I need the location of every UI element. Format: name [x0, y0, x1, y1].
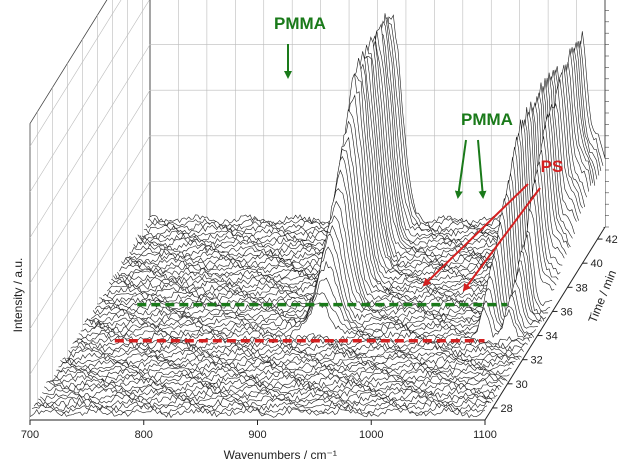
spectrum-line: [40, 391, 496, 402]
spectrum-line: [31, 404, 488, 415]
x-axis-label: Wavenumbers / cm⁻¹: [224, 448, 337, 462]
time-axis-line: [484, 226, 606, 421]
spectrum-line: [60, 358, 516, 370]
annotation-arrow: [462, 187, 541, 292]
grid-line: [29, 181, 151, 375]
spectrum-line: [88, 233, 545, 324]
x-tick-label: 900: [248, 429, 266, 441]
y-axis-label: Intensity / a.u.: [11, 258, 25, 333]
spectrum-line: [80, 288, 537, 337]
spectrum-line: [66, 348, 522, 359]
spectrum-line: [58, 361, 514, 372]
x-tick-label: 1000: [359, 429, 383, 441]
annotation-arrow: [454, 139, 467, 199]
grid-line: [29, 44, 151, 238]
spectrum-line: [76, 307, 532, 343]
spectrum-line: [82, 276, 538, 333]
time-tick-label: 34: [546, 331, 558, 343]
spectrum-line: [86, 246, 542, 327]
spectrum-line: [35, 397, 492, 409]
grid-line: [29, 90, 151, 284]
spectrum-line: [48, 377, 504, 389]
spectrum-line: [33, 400, 490, 412]
annotations-layer: PMMA PMMA PS: [274, 14, 564, 292]
time-tick-label: 32: [531, 355, 543, 367]
time-tick-label: 42: [606, 234, 618, 246]
spectrum-line: [46, 380, 502, 392]
spectrum-line: [64, 352, 520, 363]
spectrum-fill: [30, 407, 485, 420]
reference-lines: [114, 302, 507, 343]
spectrum-line: [72, 338, 528, 350]
x-tick-label: 800: [135, 429, 153, 441]
time-axis-label: Time / min: [585, 268, 619, 325]
x-tick-label: 1100: [473, 429, 497, 441]
x-tick-label: 700: [21, 429, 39, 441]
time-tick-label: 40: [591, 258, 603, 270]
spectrum-line: [52, 371, 508, 383]
grid-line: [29, 0, 150, 193]
spectrum-line: [62, 355, 518, 366]
time-tick-label: 30: [516, 379, 528, 391]
time-tick-label: 38: [576, 282, 588, 294]
annotation-label: PS: [541, 157, 564, 176]
spectrum-line: [50, 374, 506, 386]
annotation-label: PMMA: [461, 110, 513, 129]
time-tick-label: 36: [561, 306, 573, 318]
spectrum-line: [29, 407, 486, 419]
spectrum-line: [78, 300, 535, 339]
grid-line: [29, 0, 122, 147]
annotation-label: PMMA: [274, 14, 326, 33]
time-tick-label: 28: [501, 403, 513, 415]
spectrum-line: [56, 364, 512, 376]
grid-line: [29, 135, 151, 329]
spectrum-line: [37, 393, 494, 406]
annotation-arrow: [477, 139, 487, 199]
annotation-arrow: [422, 183, 529, 287]
